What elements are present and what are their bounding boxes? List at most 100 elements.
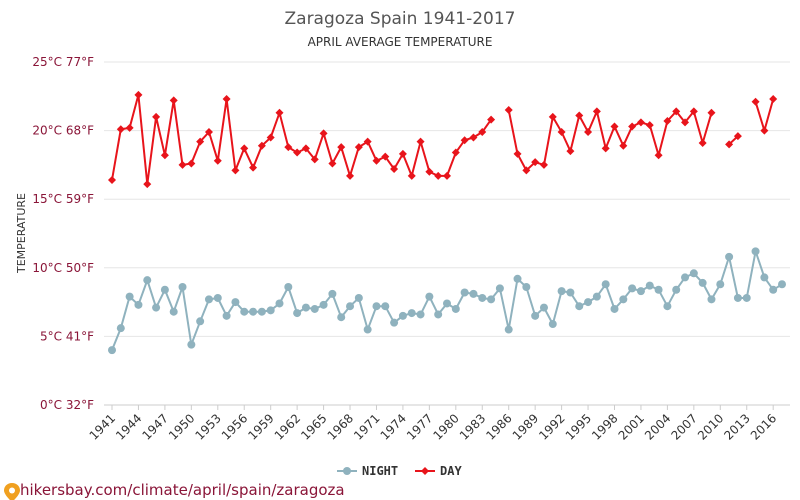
data-point-night[interactable]: [495, 284, 504, 293]
data-point-night[interactable]: [249, 307, 258, 316]
data-point-day[interactable]: [769, 95, 778, 104]
data-point-day[interactable]: [160, 151, 169, 160]
data-point-day[interactable]: [707, 108, 716, 117]
data-point-day[interactable]: [513, 149, 522, 158]
data-point-night[interactable]: [654, 285, 663, 294]
data-point-night[interactable]: [337, 313, 346, 322]
data-point-night[interactable]: [689, 269, 698, 278]
data-point-day[interactable]: [443, 171, 451, 180]
data-point-night[interactable]: [152, 303, 161, 312]
data-point-night[interactable]: [707, 295, 716, 304]
data-point-day[interactable]: [275, 108, 284, 117]
data-point-night[interactable]: [663, 302, 672, 311]
data-point-day[interactable]: [575, 111, 584, 120]
data-point-day[interactable]: [725, 140, 734, 149]
data-point-night[interactable]: [187, 340, 196, 349]
data-point-day[interactable]: [196, 137, 205, 146]
data-point-day[interactable]: [557, 127, 566, 136]
data-point-day[interactable]: [363, 137, 372, 146]
data-point-day[interactable]: [672, 107, 681, 116]
data-point-day[interactable]: [689, 107, 698, 116]
data-point-day[interactable]: [610, 122, 619, 131]
data-point-night[interactable]: [443, 299, 451, 308]
source-footer[interactable]: hikersbay.com/climate/april/spain/zarago…: [4, 481, 345, 500]
data-point-night[interactable]: [478, 293, 487, 302]
data-point-night[interactable]: [178, 283, 187, 292]
data-point-day[interactable]: [407, 171, 416, 180]
data-point-night[interactable]: [293, 309, 302, 318]
data-point-night[interactable]: [213, 293, 222, 302]
data-point-day[interactable]: [698, 138, 707, 147]
data-point-night[interactable]: [539, 303, 548, 312]
data-point-day[interactable]: [108, 175, 116, 184]
data-point-day[interactable]: [531, 158, 540, 167]
data-point-night[interactable]: [319, 300, 328, 309]
data-point-night[interactable]: [398, 311, 407, 320]
data-point-night[interactable]: [725, 252, 734, 261]
data-point-day[interactable]: [760, 126, 769, 135]
data-point-day[interactable]: [152, 112, 161, 121]
data-point-day[interactable]: [654, 151, 663, 160]
data-point-night[interactable]: [504, 325, 513, 334]
data-point-day[interactable]: [301, 144, 310, 153]
data-point-night[interactable]: [751, 247, 760, 256]
data-point-day[interactable]: [293, 148, 302, 157]
data-point-day[interactable]: [354, 143, 363, 152]
data-point-day[interactable]: [584, 127, 593, 136]
data-point-night[interactable]: [310, 304, 319, 313]
data-point-night[interactable]: [301, 303, 310, 312]
data-point-day[interactable]: [663, 116, 672, 125]
data-point-day[interactable]: [548, 112, 557, 121]
data-point-night[interactable]: [240, 307, 249, 316]
data-point-night[interactable]: [434, 310, 443, 319]
data-point-night[interactable]: [108, 346, 116, 355]
data-point-day[interactable]: [425, 167, 434, 176]
data-point-day[interactable]: [310, 155, 319, 164]
data-point-night[interactable]: [548, 320, 557, 329]
data-point-night[interactable]: [778, 280, 786, 289]
data-point-night[interactable]: [487, 295, 496, 304]
data-point-day[interactable]: [337, 143, 346, 152]
data-point-night[interactable]: [231, 298, 240, 307]
data-point-night[interactable]: [169, 307, 178, 316]
data-point-day[interactable]: [169, 96, 178, 105]
data-point-night[interactable]: [645, 281, 654, 290]
data-point-day[interactable]: [539, 160, 548, 169]
data-point-day[interactable]: [178, 160, 187, 169]
data-point-night[interactable]: [716, 280, 725, 289]
data-point-day[interactable]: [522, 166, 531, 175]
data-point-day[interactable]: [601, 144, 610, 153]
data-point-day[interactable]: [346, 171, 355, 180]
data-point-night[interactable]: [328, 289, 337, 298]
data-point-night[interactable]: [116, 324, 125, 333]
data-point-day[interactable]: [451, 148, 460, 157]
data-point-night[interactable]: [601, 280, 610, 289]
data-point-day[interactable]: [257, 141, 266, 150]
data-point-day[interactable]: [636, 118, 645, 127]
data-point-day[interactable]: [751, 97, 760, 106]
data-point-day[interactable]: [328, 159, 337, 168]
data-point-night[interactable]: [733, 293, 742, 302]
data-point-night[interactable]: [160, 285, 169, 294]
data-point-night[interactable]: [425, 292, 434, 301]
data-point-day[interactable]: [222, 95, 231, 104]
data-point-night[interactable]: [522, 283, 531, 292]
data-point-day[interactable]: [284, 143, 293, 152]
data-point-day[interactable]: [143, 180, 152, 189]
data-point-night[interactable]: [416, 310, 425, 319]
data-point-night[interactable]: [610, 304, 619, 313]
data-point-day[interactable]: [416, 137, 425, 146]
data-point-day[interactable]: [619, 141, 628, 150]
data-point-day[interactable]: [231, 166, 240, 175]
data-point-night[interactable]: [619, 295, 628, 304]
data-point-night[interactable]: [275, 299, 284, 308]
data-point-night[interactable]: [742, 293, 751, 302]
data-point-night[interactable]: [196, 317, 205, 326]
data-point-day[interactable]: [566, 147, 575, 156]
data-point-day[interactable]: [628, 122, 637, 131]
data-point-day[interactable]: [478, 127, 487, 136]
data-point-night[interactable]: [469, 289, 478, 298]
data-point-day[interactable]: [733, 132, 742, 141]
data-point-day[interactable]: [240, 144, 249, 153]
data-point-day[interactable]: [204, 127, 213, 136]
